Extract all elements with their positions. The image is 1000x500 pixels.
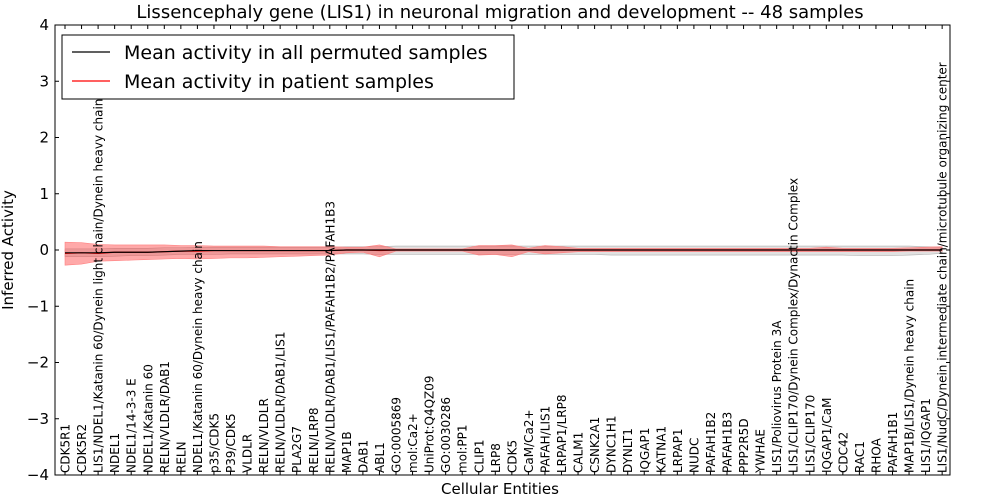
y-tick-label: −4 xyxy=(27,466,49,484)
category-label: CDK5R2 xyxy=(75,424,89,473)
category-label: RELN/VLDLR/DAB1/LIS1 xyxy=(274,332,288,473)
y-axis: −4 −3 −2 −1 0 1 2 3 4 xyxy=(27,16,950,484)
category-label: P39/CDK5 xyxy=(224,413,238,473)
category-label: LRP8 xyxy=(489,443,503,473)
category-label: IQGAP1 xyxy=(638,428,652,473)
y-axis-title: Inferred Activity xyxy=(0,190,17,310)
category-label: p35/CDK5 xyxy=(207,413,221,473)
series-lines xyxy=(64,249,943,254)
category-label: NDEL1 xyxy=(108,433,122,473)
legend-label-patient: Mean activity in patient samples xyxy=(124,71,434,93)
category-label: RELN/LRP8 xyxy=(307,407,321,473)
category-label: UniProt:Q4QZ09 xyxy=(423,375,437,473)
y-tick-label: 1 xyxy=(39,185,49,203)
category-label: KATNA1 xyxy=(654,426,668,473)
category-label: LRPAP1/LRP8 xyxy=(555,394,569,473)
chart-title: Lissencephaly gene (LIS1) in neuronal mi… xyxy=(136,2,863,23)
y-tick-label: −3 xyxy=(27,410,49,428)
y-tick-label: 3 xyxy=(39,72,49,90)
category-label: LIS1/CLIP170/Dynein Complex/Dynactin Com… xyxy=(787,178,801,473)
category-label: mol:PP1 xyxy=(456,424,470,473)
confidence-bands xyxy=(64,241,943,266)
category-label: DAB1 xyxy=(356,440,370,473)
category-label: YWHAE xyxy=(754,429,768,474)
category-label: NUDC xyxy=(687,438,701,473)
category-label: RAC1 xyxy=(853,441,867,473)
category-label: CDK5R1 xyxy=(59,424,73,473)
category-label: NDEL1/Katanin 60 xyxy=(141,364,155,473)
category-label: NDEL1/14-3-3 E xyxy=(125,378,139,473)
category-label: RELN/VLDLR/DAB1 xyxy=(158,361,172,473)
category-label: MAP1B xyxy=(340,431,354,473)
category-label: ABL1 xyxy=(373,442,387,473)
category-label: PAFAH1B1 xyxy=(886,412,900,473)
y-tick-label: 4 xyxy=(39,16,49,34)
category-label: CDC42 xyxy=(836,432,850,473)
category-label: LIS1/IQGAP1 xyxy=(919,398,933,473)
category-label: CaM/Ca2+ xyxy=(522,409,536,473)
category-label: RELN/VLDLR/DAB1/LIS1/PAFAH1B2/PAFAH1B3 xyxy=(323,201,337,473)
category-label: CDK5 xyxy=(505,440,519,473)
y-tick-label: 0 xyxy=(39,241,49,259)
category-label: PLA2G7 xyxy=(290,426,304,473)
category-label: LIS1/Poliovirus Protein 3A xyxy=(770,320,784,473)
category-label: CSNK2A1 xyxy=(588,417,602,473)
category-label: NDEL1/Katanin 60/Dynein heavy chain xyxy=(191,241,205,473)
category-label: PPP2R5D xyxy=(737,418,751,473)
legend-box xyxy=(61,34,515,100)
x-axis-title: Cellular Entities xyxy=(441,480,559,498)
category-label: DYNLT1 xyxy=(621,428,635,473)
category-label: RHOA xyxy=(869,437,883,473)
category-label: PAFAH/LIS1 xyxy=(538,406,552,473)
y-tick-label: 2 xyxy=(39,129,49,147)
category-label: PAFAH1B2 xyxy=(704,412,718,473)
category-label: IQGAP1/CaM xyxy=(820,398,834,474)
category-label: LIS1/CLIP170 xyxy=(803,395,817,473)
y-tick-label: −2 xyxy=(27,354,49,372)
category-labels: CDK5R1 CDK5R2 LIS1/NDEL1/Katanin 60/Dynein… xyxy=(59,62,950,474)
category-label: PAFAH1B3 xyxy=(721,412,735,473)
y-tick-label: −1 xyxy=(27,297,49,315)
category-label: RELN/VLDLR xyxy=(257,398,271,473)
category-label: MAP1B/LIS1/Dynein heavy chain xyxy=(903,279,917,473)
category-label: LIS1/NDEL1/Katanin 60/Dynein light chain… xyxy=(92,99,106,473)
category-label: DYNC1H1 xyxy=(605,415,619,473)
category-label: GO:0005869 xyxy=(390,397,404,473)
legend-label-permuted: Mean activity in all permuted samples xyxy=(124,42,487,64)
line-permuted xyxy=(65,249,943,254)
legend: Mean activity in all permuted samples Me… xyxy=(61,34,515,100)
category-label: mol:Ca2+ xyxy=(406,413,420,473)
band-patient xyxy=(64,241,943,266)
category-label: RELN xyxy=(174,441,188,473)
x-axis: CDK5R1 CDK5R2 LIS1/NDEL1/Katanin 60/Dynein… xyxy=(59,25,950,475)
category-label: VLDLR xyxy=(241,434,255,473)
band-permuted xyxy=(64,245,943,258)
category-label: LIS1/NudC/Dynein intermediate chain/micr… xyxy=(936,62,950,473)
category-label: CALM1 xyxy=(572,432,586,473)
category-label: GO:0030286 xyxy=(439,397,453,473)
category-label: LRPAP1 xyxy=(671,428,685,473)
category-label: CLIP1 xyxy=(472,440,486,473)
